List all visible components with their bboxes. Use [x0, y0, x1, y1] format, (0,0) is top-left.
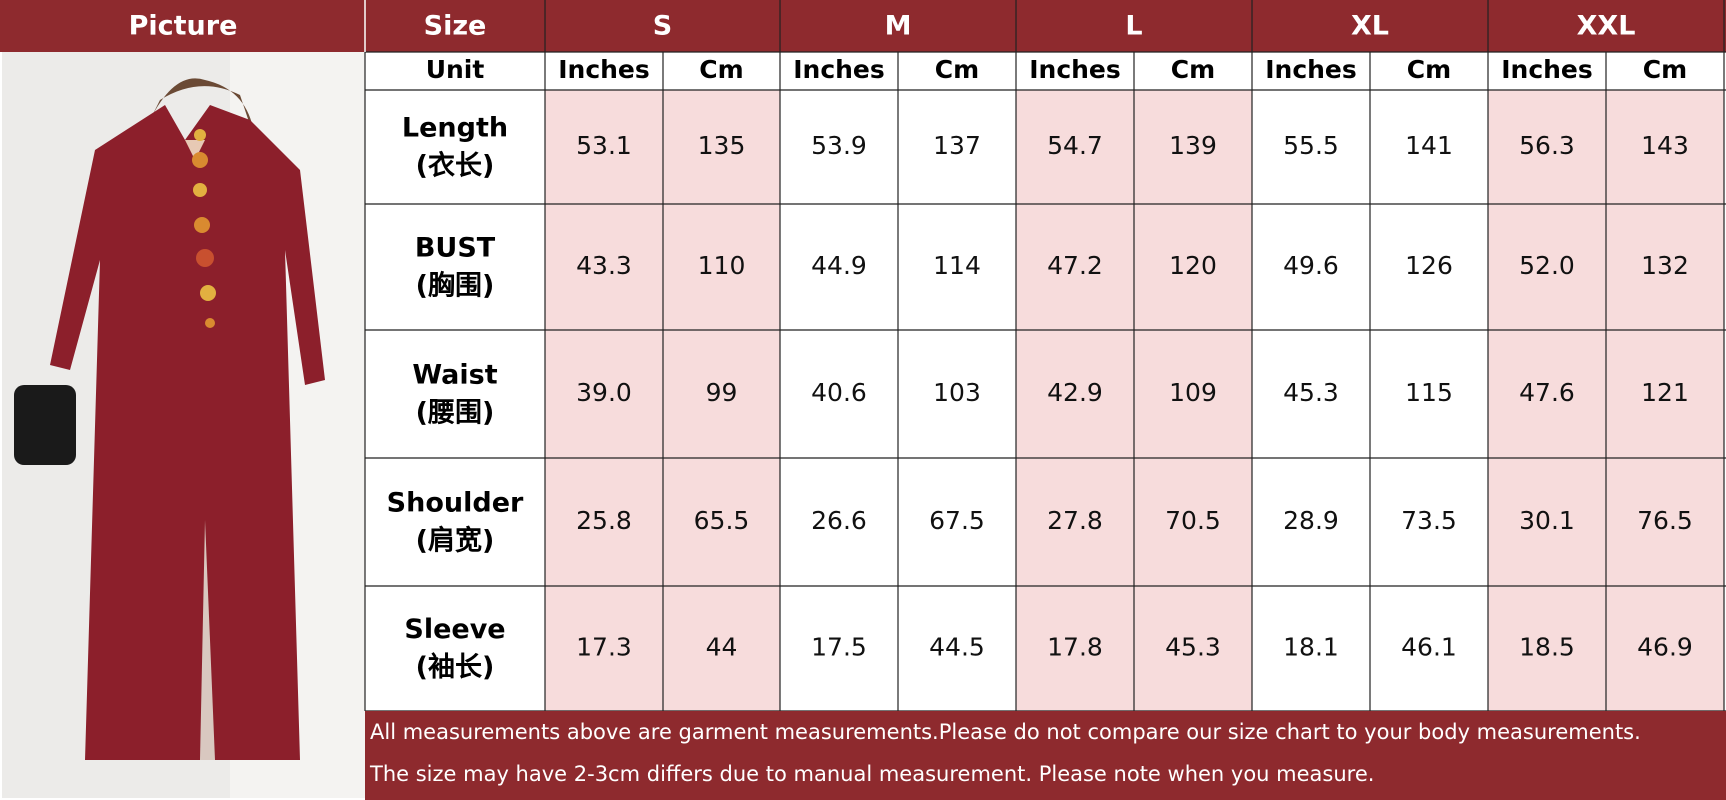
value-cell: 40.6: [811, 378, 867, 407]
unit-cell: Inches: [558, 55, 650, 84]
row-label-cn: (袖长): [416, 652, 495, 683]
value-cell: 143: [1641, 131, 1689, 160]
value-cell: 120: [1169, 251, 1217, 280]
value-cell: 55.5: [1283, 131, 1339, 160]
value-cell: 126: [1405, 251, 1453, 280]
value-cell: 44.5: [929, 633, 985, 662]
unit-cell: Cm: [1407, 55, 1451, 84]
value-cell: 47.2: [1047, 251, 1103, 280]
row-label-cn: (胸围): [416, 271, 495, 302]
value-cell: 99: [706, 378, 738, 407]
value-cell: 49.6: [1283, 251, 1339, 280]
value-cell: 39.0: [576, 378, 632, 407]
footer-bar: [365, 711, 1726, 800]
value-cell: 76.5: [1637, 506, 1693, 535]
row-label: Length: [402, 113, 508, 144]
value-cell: 132: [1641, 251, 1689, 280]
value-cell: 54.7: [1047, 131, 1103, 160]
row-label: Sleeve: [404, 614, 505, 645]
value-cell: 109: [1169, 378, 1217, 407]
value-cell: 28.9: [1283, 506, 1339, 535]
value-cell: 139: [1169, 131, 1217, 160]
unit-cell: Inches: [793, 55, 885, 84]
value-cell: 46.9: [1637, 633, 1693, 662]
value-cell: 135: [698, 131, 746, 160]
header-cell: S: [653, 11, 672, 42]
row-label-cn: (肩宽): [416, 525, 495, 557]
value-cell: 44: [706, 633, 738, 662]
value-cell: 110: [698, 251, 746, 280]
note: The size may have 2-3cm differs due to m…: [369, 762, 1374, 786]
row-label: BUST: [415, 233, 496, 264]
header-cell: L: [1125, 11, 1142, 42]
value-cell: 115: [1405, 378, 1453, 407]
product-picture: [2, 52, 365, 798]
value-cell: 27.8: [1047, 506, 1103, 535]
value-cell: 17.5: [811, 633, 867, 662]
header-cell: Picture: [129, 11, 238, 42]
value-cell: 30.1: [1519, 506, 1575, 535]
value-cell: 17.3: [576, 633, 632, 662]
row-label-cn: (衣长): [416, 150, 495, 182]
value-cell: 67.5: [929, 506, 985, 535]
value-cell: 43.3: [576, 251, 632, 280]
value-cell: 121: [1641, 378, 1689, 407]
value-cell: 56.3: [1519, 131, 1575, 160]
value-cell: 45.3: [1165, 633, 1221, 662]
value-cell: 18.5: [1519, 633, 1575, 662]
value-cell: 70.5: [1165, 506, 1221, 535]
value-cell: 46.1: [1401, 633, 1457, 662]
value-cell: 65.5: [694, 506, 750, 535]
note: All measurements above are garment measu…: [370, 720, 1641, 744]
value-cell: 45.3: [1283, 378, 1339, 407]
value-cell: 53.1: [576, 131, 632, 160]
value-cell: 141: [1405, 131, 1453, 160]
header-cell: Size: [424, 11, 487, 42]
value-cell: 18.1: [1283, 633, 1339, 662]
unit-cell: Inches: [1501, 55, 1593, 84]
value-cell: 47.6: [1519, 378, 1575, 407]
value-cell: 52.0: [1519, 251, 1575, 280]
unit-cell: Inches: [1265, 55, 1357, 84]
value-cell: 25.8: [576, 506, 632, 535]
unit-cell: Cm: [1643, 55, 1687, 84]
unit-cell: Cm: [935, 55, 979, 84]
value-cell: 103: [933, 378, 981, 407]
header-cell: M: [885, 11, 912, 42]
value-cell: 114: [933, 251, 981, 280]
value-cell: 137: [933, 131, 981, 160]
header-bar: [0, 0, 1726, 52]
row-label-cn: (腰围): [416, 398, 495, 429]
header-cell: XL: [1351, 11, 1389, 42]
row-label: Waist: [412, 360, 497, 391]
unit-label: Unit: [426, 55, 485, 84]
value-cell: 42.9: [1047, 378, 1103, 407]
header-cell: XXL: [1577, 11, 1636, 42]
value-cell: 53.9: [811, 131, 867, 160]
unit-cell: Cm: [699, 55, 743, 84]
row-label: Shoulder: [387, 488, 524, 519]
value-cell: 73.5: [1401, 506, 1457, 535]
value-cell: 26.6: [811, 506, 867, 535]
unit-cell: Inches: [1029, 55, 1121, 84]
unit-cell: Cm: [1171, 55, 1215, 84]
value-cell: 17.8: [1047, 633, 1103, 662]
value-cell: 44.9: [811, 251, 867, 280]
